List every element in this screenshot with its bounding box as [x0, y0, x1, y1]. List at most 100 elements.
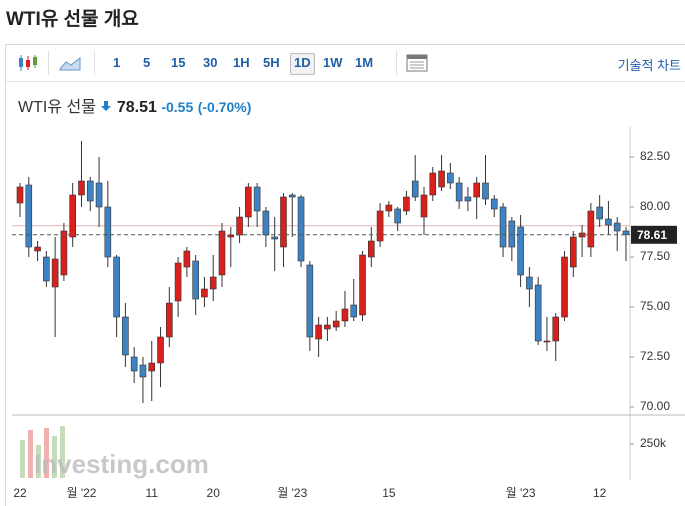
candle-body — [420, 194, 428, 218]
candle-body — [209, 276, 217, 290]
candle-body — [34, 246, 41, 252]
interval-button[interactable]: 1H — [233, 55, 250, 70]
candle-body — [561, 256, 568, 318]
candle-body — [315, 324, 322, 340]
candle-body — [174, 262, 182, 302]
candle-body — [104, 206, 112, 258]
candle-body — [95, 182, 103, 208]
candle-body — [201, 288, 208, 298]
candle-body — [429, 172, 437, 196]
y-tick-label: 77.50 — [640, 249, 670, 263]
chart-panel: 1 5 15 30 1H 5H 1D 1W 1M 기술적 차트 WTI유 선물 78.51 -0… — [5, 44, 685, 506]
candle-body — [552, 316, 560, 342]
candle-body — [183, 250, 191, 268]
table-icon[interactable] — [406, 53, 428, 73]
candle-body — [245, 186, 252, 218]
candle-body — [43, 256, 50, 282]
x-tick-label: 월 '23 — [277, 486, 307, 500]
candle-body — [166, 302, 173, 338]
candle-body — [596, 206, 603, 220]
interval-button[interactable]: 15 — [171, 55, 186, 70]
y-tick-label: 75.00 — [640, 299, 670, 313]
interval-button[interactable]: 5 — [143, 55, 151, 70]
candle-body — [113, 256, 120, 318]
candle-body — [297, 196, 305, 262]
down-arrow — [101, 101, 112, 111]
candle-body — [622, 230, 630, 236]
candle-body — [280, 196, 287, 248]
candle-body — [25, 184, 33, 248]
candle-body — [218, 230, 226, 276]
price: 78.51 — [116, 99, 157, 116]
volume-tick-label: 250k — [640, 436, 667, 450]
candle-body — [376, 210, 384, 242]
instrument-name: WTI유 선물 — [18, 99, 96, 116]
interval-button[interactable]: 30 — [203, 55, 218, 70]
candle-body — [455, 182, 463, 202]
candle-body — [288, 194, 296, 198]
candle-body — [464, 196, 472, 202]
candle-body — [605, 218, 612, 226]
candle-body — [332, 320, 340, 328]
candle-body — [570, 236, 577, 268]
candle-body — [139, 364, 147, 378]
candle-body — [130, 356, 138, 372]
page-title: WTI유 선물 개요 — [6, 9, 139, 30]
candle-body — [482, 182, 489, 200]
candle-body — [499, 206, 507, 248]
candle-body — [271, 236, 278, 240]
candle-body — [438, 170, 445, 188]
quote-header: WTI유 선물 78.51 -0.55 (-0.70%) — [18, 93, 251, 117]
current-price-label: 78.61 — [637, 228, 667, 242]
change-percent: (-0.70%) — [197, 99, 252, 115]
candle-body — [394, 208, 401, 224]
candle-body — [51, 258, 59, 288]
candle-body — [16, 186, 24, 204]
candle-body — [526, 276, 533, 290]
candle-body — [517, 226, 524, 276]
y-tick-label: 82.50 — [640, 149, 670, 163]
candle-body — [324, 324, 331, 330]
candle-body — [148, 362, 156, 372]
candle-body — [236, 216, 243, 236]
candle-body — [122, 316, 129, 356]
candle-body — [473, 182, 480, 198]
candle-body — [403, 196, 410, 212]
interval-button[interactable]: 1W — [323, 55, 343, 70]
interval-button[interactable]: 1M — [355, 55, 374, 70]
x-tick-label: 12 — [593, 486, 607, 500]
interval-button[interactable]: 1D — [290, 53, 315, 75]
interval-button[interactable]: 5H — [263, 55, 280, 70]
x-tick-label: 11 — [146, 486, 159, 500]
candle-body — [253, 186, 261, 212]
candle-body — [587, 210, 595, 248]
y-tick-label: 70.00 — [640, 399, 670, 413]
x-tick-label: 월 '23 — [506, 486, 536, 500]
toolbar: 1 5 15 30 1H 5H 1D 1W 1M 기술적 차트 — [6, 45, 685, 82]
candle-body — [60, 230, 68, 276]
candle-body — [490, 198, 498, 210]
watermark-logo — [20, 426, 65, 478]
candle-icon[interactable] — [16, 53, 40, 73]
y-tick-label: 80.00 — [640, 199, 670, 213]
interval-button[interactable]: 1 — [113, 55, 121, 70]
candle-body — [359, 254, 366, 316]
candle-body — [543, 340, 551, 343]
technical-chart-link[interactable]: 기술적 차트 — [617, 58, 681, 73]
candle-body — [385, 204, 393, 212]
area-icon[interactable] — [58, 53, 82, 73]
candle-body — [447, 172, 454, 184]
candle-body — [69, 194, 76, 238]
candle-body — [368, 240, 375, 258]
candle-body — [341, 308, 349, 322]
x-tick-label: 15 — [382, 486, 396, 500]
current-price-box — [631, 225, 677, 244]
watermark: Investing.com — [34, 449, 209, 479]
candle-body — [350, 304, 358, 318]
x-tick-label: 월 '22 — [66, 486, 96, 500]
candle-body — [157, 336, 164, 364]
x-tick-label: 22 — [13, 486, 27, 500]
candle-body — [508, 220, 516, 248]
candle-body — [411, 180, 419, 198]
